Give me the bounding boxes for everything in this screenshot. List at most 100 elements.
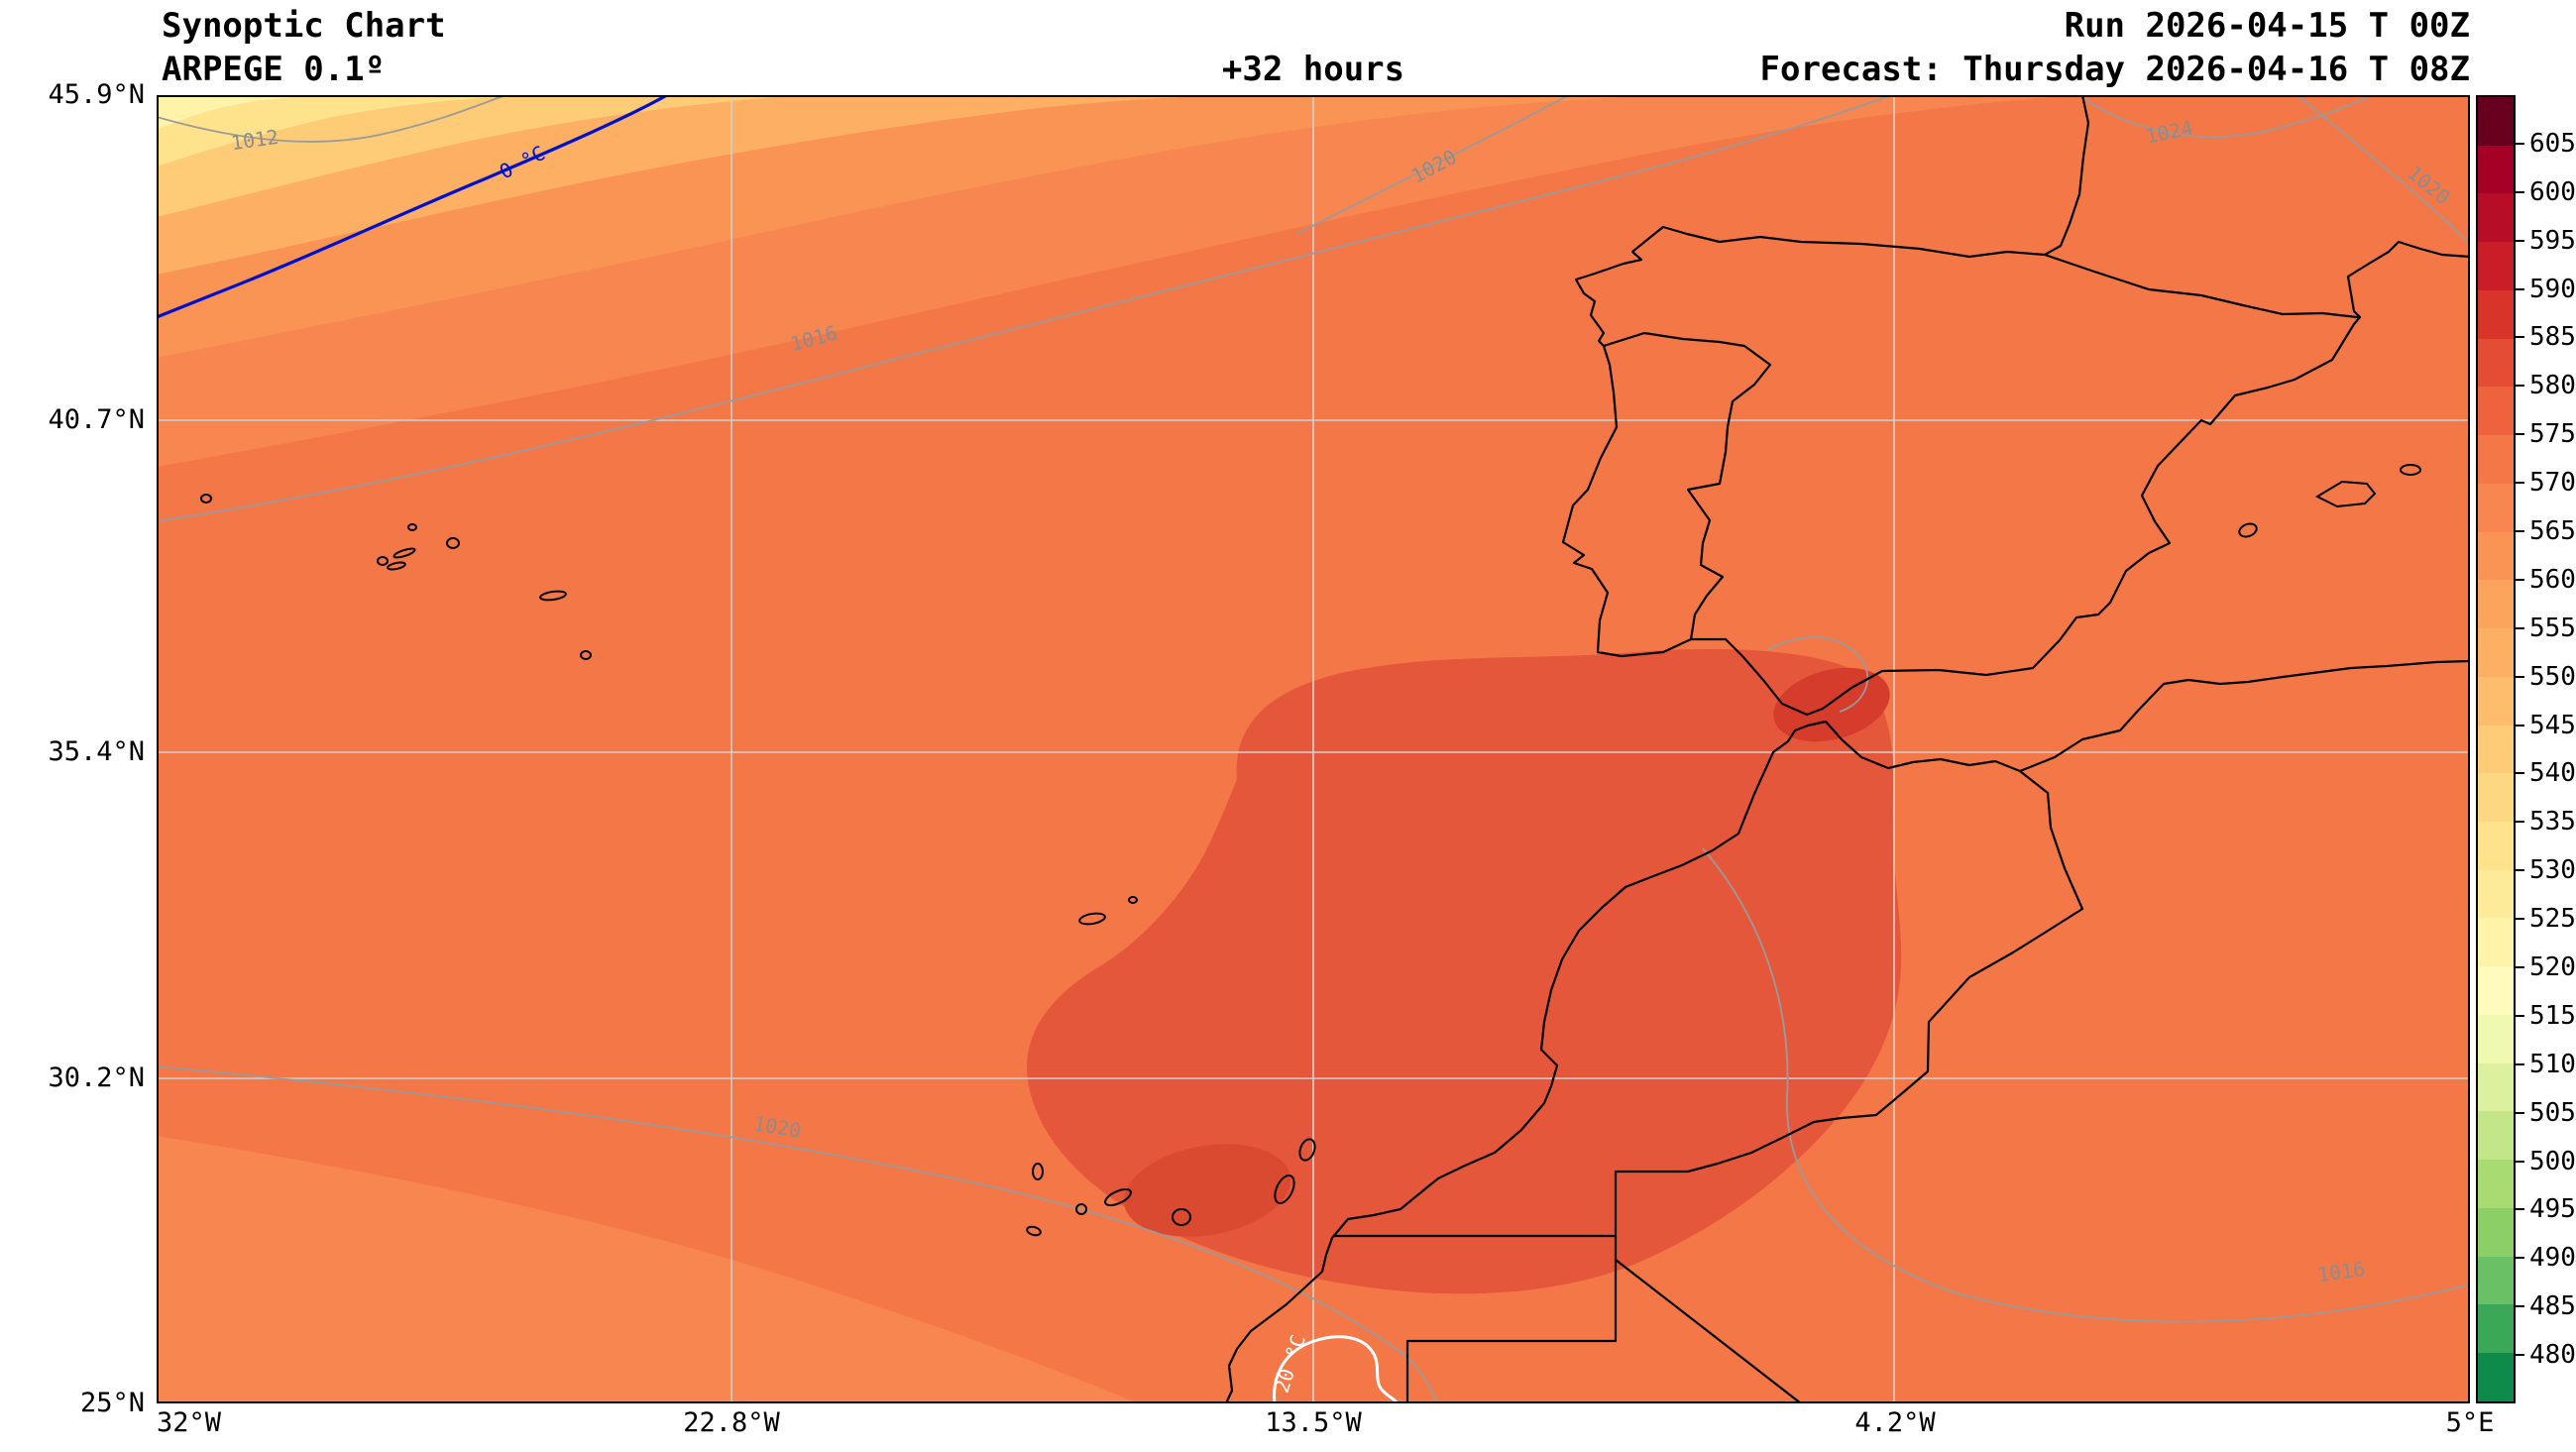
colorbar-tick-label: 495 [2529,1194,2576,1225]
africa-coastline [1224,659,2470,1403]
morocco-algeria-border [1614,769,2084,1238]
azores-terceira [446,537,460,549]
twenty-degree-line [1273,1335,1400,1403]
azores-faial [377,556,389,566]
colorbar-tick-label: 595 [2529,225,2576,256]
colorbar-band [2478,1062,2514,1112]
colorbar-band [2478,676,2514,726]
colorbar-tickmark [2516,821,2524,824]
portugal-spain-border [1602,331,1772,641]
canary-lanzarote [1298,1138,1316,1162]
azores-graciosa [407,523,417,531]
colorbar-band [2478,483,2514,532]
colorbar-tickmark [2516,724,2524,726]
colorbar-tickmark [2516,1354,2524,1357]
porto-santo [1128,896,1138,904]
azores-flores [200,494,212,503]
iberia-france-coastline [1561,95,2470,717]
x-tick-label: 5°E [2445,1407,2495,1438]
colorbar-band [2478,966,2514,1015]
isobar-1020-north-line [1295,95,1570,235]
western-sahara-borders [1332,1234,1618,1403]
colorbar-tickmark [2516,1014,2524,1017]
colorbar-tick-label: 515 [2529,1000,2576,1031]
colorbar-tick-label: 570 [2529,468,2576,499]
colorbar-tickmark [2516,675,2524,678]
y-tick-label: 45.9°N [48,79,145,110]
colorbar-band [2478,145,2514,194]
y-tick-label: 30.2°N [48,1062,145,1093]
pressure-isobars [157,95,2470,1403]
map-plot-area: 1012 1016 1020 1024 1020 1020 1016 0 °C … [157,95,2470,1403]
page-title: Synoptic Chart [162,6,446,46]
y-tick-label: 40.7°N [48,404,145,435]
balearic-ibiza [2238,522,2258,538]
run-label: Run 2026-04-15 T 00Z [2064,6,2470,46]
colorbar-band [2478,1160,2514,1208]
colorbar-tick-label: 500 [2529,1146,2576,1176]
colorbar-band [2478,1304,2514,1354]
colorbar-band [2478,1256,2514,1305]
colorbar-tick-label: 580 [2529,371,2576,401]
colorbar-band [2478,918,2514,967]
map-frame [157,95,2470,1403]
colorbar-tickmark [2516,1062,2524,1065]
algeria-mauritania-border [1614,1258,1803,1403]
isobar-1020-east-line [2296,95,2470,245]
azores-pico [387,561,406,571]
colorbar-tick-label: 600 [2529,176,2576,207]
colorbar-tickmark [2516,626,2524,629]
colorbar-tickmark [2516,1257,2524,1260]
colorbar-tickmark [2516,482,2524,485]
colorbar-tick-label: 485 [2529,1291,2576,1322]
colorbar-tick-label: 535 [2529,807,2576,838]
colorbar-band [2478,628,2514,677]
colorbar-tickmark [2516,433,2524,436]
colorbar-tick-label: 590 [2529,274,2576,304]
isobar-1016-line [157,95,1892,522]
forecast-label: Forecast: Thursday 2026-04-16 T 08Z [1759,50,2470,89]
colorbar-tickmark [2516,869,2524,872]
x-tick-label: 4.2°W [1854,1407,1936,1438]
colorbar-band [2478,580,2514,629]
colorbar-tickmark [2516,142,2524,145]
colorbar-tick-label: 585 [2529,322,2576,353]
canary-la-palma [1032,1163,1044,1180]
colorbar-tickmark [2516,1208,2524,1211]
colorbar-tickmark [2516,772,2524,775]
colorbar-band [2478,338,2514,388]
balearic-menorca [2400,464,2421,476]
colorbar-band [2478,822,2514,870]
balearic-mallorca [2314,480,2377,508]
model-label: ARPEGE 0.1º [162,50,386,89]
canary-fuerteventura [1274,1173,1295,1205]
colorbar-band [2478,773,2514,823]
colorbar-tickmark [2516,578,2524,581]
colorbar-tickmark [2516,287,2524,290]
colorbar-tickmark [2516,1160,2524,1163]
graticule-gridlines [157,95,2470,1403]
colorbar-tick-label: 480 [2529,1340,2576,1371]
colorbar-tick-label: 540 [2529,758,2576,789]
colorbar-tick-label: 565 [2529,516,2576,546]
isobar-minor-line [1766,636,1869,713]
colorbar-band [2478,1207,2514,1257]
colorbar [2476,95,2516,1403]
madeira [1078,912,1106,926]
y-tick-label: 25°N [79,1388,145,1418]
colorbar-tickmark [2516,1305,2524,1308]
colorbar-tick-label: 605 [2529,128,2576,159]
x-tick-label: 32°W [157,1407,222,1438]
zero-degree-line [157,95,668,319]
canary-la-gomera [1075,1203,1087,1215]
temperature-contours [157,95,1400,1403]
colorbar-tickmark [2516,966,2524,968]
azores-santa-maria [580,650,592,660]
colorbar-band [2478,193,2514,243]
azores-sao-jorge [392,547,416,559]
colorbar-band [2478,1353,2514,1401]
isobar-1012-line [157,95,506,143]
colorbar-tick-label: 490 [2529,1243,2576,1274]
canary-gran-canaria [1172,1208,1191,1226]
colorbar-band [2478,1014,2514,1063]
